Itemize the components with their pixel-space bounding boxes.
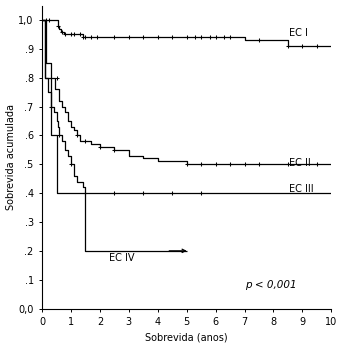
Text: EC IV: EC IV: [109, 253, 134, 263]
Text: EC III: EC III: [289, 184, 314, 194]
Text: EC II: EC II: [289, 158, 311, 168]
Text: EC I: EC I: [289, 28, 308, 38]
Text: p < 0,001: p < 0,001: [245, 280, 296, 291]
X-axis label: Sobrevida (anos): Sobrevida (anos): [145, 332, 228, 342]
Y-axis label: Sobrevida acumulada: Sobrevida acumulada: [5, 104, 15, 210]
